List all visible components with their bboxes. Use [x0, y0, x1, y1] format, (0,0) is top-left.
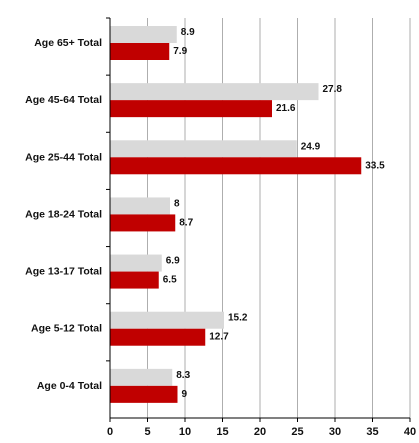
bar-red: [110, 328, 206, 346]
bar-gray: [110, 83, 319, 101]
x-tick-label: 35: [366, 426, 378, 438]
bars: [110, 26, 362, 403]
data-label: 27.8: [323, 84, 343, 95]
category-label: Age 18-24 Total: [25, 208, 102, 220]
x-tick-label: 5: [144, 426, 150, 438]
category-label: Age 13-17 Total: [25, 266, 102, 278]
data-label: 33.5: [365, 160, 385, 171]
category-label: Age 65+ Total: [34, 37, 102, 49]
data-label: 21.6: [276, 103, 296, 114]
bar-gray: [110, 140, 297, 158]
bar-red: [110, 271, 159, 289]
data-label: 6.5: [163, 275, 177, 286]
data-label: 6.9: [166, 256, 180, 267]
x-tick-label: 25: [291, 426, 303, 438]
x-tick-label: 20: [254, 426, 266, 438]
x-tick-label: 0: [107, 426, 113, 438]
data-label: 15.2: [228, 313, 248, 324]
x-tick-label: 15: [216, 426, 228, 438]
bar-red: [110, 157, 362, 175]
bar-red: [110, 43, 170, 60]
x-tick-label: 40: [404, 426, 416, 438]
data-label: 8.7: [179, 217, 193, 228]
bar-gray: [110, 26, 177, 43]
category-label: Age 5-12 Total: [31, 323, 102, 335]
data-label: 12.7: [209, 332, 229, 343]
data-label: 8.9: [181, 27, 195, 38]
data-label: 8: [174, 198, 180, 209]
data-label: 9: [182, 389, 188, 400]
bar-red: [110, 385, 178, 403]
axes: [106, 17, 411, 422]
x-tick-label: 10: [179, 426, 191, 438]
data-label: 8.3: [176, 370, 190, 381]
data-label: 24.9: [301, 141, 321, 152]
labels: 0 5 10 15 20 25 30 35 40 Age 65+ Total 8.9 7.9 Age 4…: [25, 27, 416, 438]
category-label: Age 0-4 Total: [37, 380, 102, 392]
bar-gray: [110, 311, 224, 329]
bar-gray: [110, 254, 162, 272]
bar-red: [110, 100, 272, 118]
bar-red: [110, 214, 176, 232]
x-tick-label: 30: [329, 426, 341, 438]
category-label: Age 45-64 Total: [25, 94, 102, 106]
bar-gray: [110, 197, 170, 215]
data-label: 7.9: [173, 46, 187, 57]
bar-gray: [110, 368, 173, 386]
category-label: Age 25-44 Total: [25, 151, 102, 163]
